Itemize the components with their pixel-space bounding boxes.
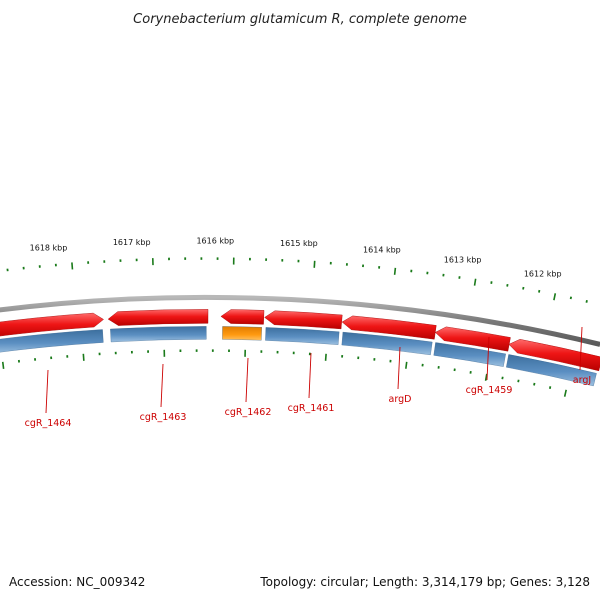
gene-arrow-cgr-1462[interactable] (220, 309, 265, 325)
gene-label-cgr-1462[interactable]: cgR_1462 (225, 407, 272, 418)
major-tick (484, 373, 488, 381)
ruler-label: 1613 kbp (444, 256, 482, 265)
major-tick (553, 293, 557, 301)
ruler-label: 1616 kbp (196, 236, 234, 245)
ruler-labels: 1618 kbp 1617 kbp 1616 kbp 1615 kbp 1614 kbp… (30, 236, 562, 278)
label-leader-line (308, 352, 312, 399)
major-tick (71, 262, 74, 270)
major-tick (473, 278, 477, 286)
map-title: Corynebacterium glutamicum R, complete g… (133, 12, 467, 27)
gene-arrow-cgr-1463[interactable] (107, 309, 209, 326)
gene-label-cgr-1461[interactable]: cgR_1461 (288, 403, 335, 414)
gene-track (0, 309, 600, 372)
cds-segment-cgr-1463[interactable] (110, 326, 207, 343)
ruler-label: 1615 kbp (280, 239, 318, 248)
ruler-label: 1614 kbp (363, 245, 401, 254)
gene-label-cgr-1464[interactable]: cgR_1464 (25, 418, 72, 429)
label-leader-line (160, 363, 164, 408)
cds-segment-cgr-1464[interactable] (0, 329, 104, 354)
gene-label-cgr-1459[interactable]: cgR_1459 (466, 385, 513, 396)
major-tick (563, 389, 567, 397)
minor-tick (569, 296, 573, 300)
major-tick (393, 267, 397, 275)
cds-segment-argd[interactable] (341, 331, 433, 356)
major-tick (1, 361, 5, 369)
label-leader-line (579, 326, 583, 371)
gene-arrow-cgr-1461[interactable] (264, 310, 343, 330)
minor-tick (585, 300, 588, 303)
gene-label-layer: cgR_1464 cgR_1463 cgR_1462 cgR_1461 argD cgR_… (25, 326, 591, 429)
major-tick (324, 353, 327, 361)
ruler-label: 1617 kbp (113, 238, 151, 247)
minor-tick (533, 382, 536, 386)
ruler-label: 1618 kbp (30, 243, 68, 252)
label-leader-line (486, 336, 490, 381)
genome-summary: Topology: circular; Length: 3,314,179 bp… (259, 575, 590, 589)
inner-tick-track (1, 349, 567, 397)
minor-tick (548, 386, 552, 389)
label-leader-line (397, 346, 401, 390)
gene-label-argj[interactable]: argJ (573, 375, 591, 386)
major-tick (405, 361, 408, 369)
gene-label-argd[interactable]: argD (389, 394, 412, 405)
genome-backbone (0, 294, 600, 347)
label-leader-line (45, 369, 49, 414)
major-tick (82, 353, 85, 361)
label-leader-line (245, 357, 249, 403)
cds-track (0, 326, 597, 387)
gene-arrow-cgr-1464[interactable] (0, 312, 104, 338)
cds-segment-cgr-1461[interactable] (265, 327, 340, 345)
outer-tick-track (6, 257, 588, 303)
accession-label: Accession: NC_009342 (9, 575, 145, 589)
cds-segment-argj[interactable] (506, 354, 597, 387)
cds-segment-cgr-1462[interactable] (222, 326, 262, 341)
gene-label-cgr-1463[interactable]: cgR_1463 (140, 412, 187, 423)
gene-arrow-argj[interactable] (508, 339, 600, 372)
ruler-label: 1612 kbp (524, 270, 562, 279)
